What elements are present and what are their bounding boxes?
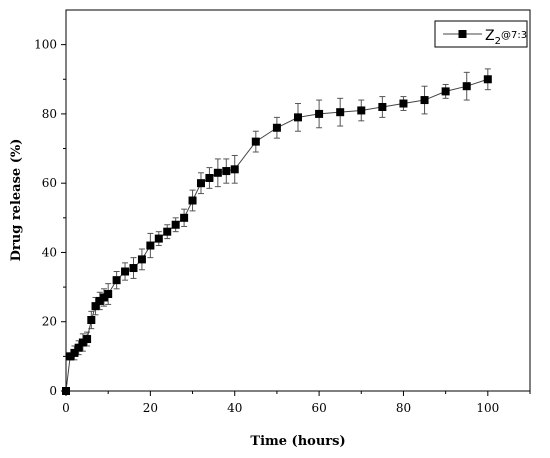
data-point	[112, 276, 121, 285]
data-point	[336, 108, 345, 117]
y-tick-label: 40	[42, 245, 57, 259]
data-point	[357, 106, 366, 115]
y-tick-label: 60	[42, 176, 57, 190]
data-point	[230, 165, 239, 174]
y-tick-label: 0	[49, 384, 57, 398]
legend: Z2@7:3	[434, 20, 528, 48]
data-point	[78, 338, 87, 347]
data-point	[378, 102, 387, 111]
x-tick-label: 0	[62, 401, 70, 415]
y-tick-label: 20	[42, 315, 57, 329]
data-point	[251, 137, 260, 146]
data-point	[483, 75, 492, 84]
data-point	[70, 348, 79, 357]
legend-label-main: Z	[485, 28, 495, 44]
x-tick-label: 40	[227, 401, 242, 415]
data-point	[441, 87, 450, 96]
legend-label: Z2@7:3	[485, 28, 527, 47]
data-point	[129, 264, 138, 273]
data-point	[462, 82, 471, 91]
y-axis-title: Drug release (%)	[9, 139, 24, 262]
x-tick-label: 100	[476, 401, 499, 415]
data-point	[294, 113, 302, 122]
data-point	[420, 96, 429, 105]
data-point	[74, 343, 83, 352]
x-axis: 0 20 40 60 80 100	[62, 391, 531, 415]
legend-label-sub: 2	[495, 36, 501, 47]
data-point	[399, 99, 408, 108]
data-point	[91, 302, 100, 311]
legend-label-rest: @7:3	[501, 30, 527, 41]
data-point	[196, 179, 205, 188]
data-point	[87, 315, 96, 324]
data-point	[222, 167, 231, 176]
error-bars	[67, 68, 491, 361]
data-point	[163, 227, 172, 236]
legend-marker	[458, 30, 467, 38]
y-axis: 0 20 40 60 80 100	[34, 38, 66, 398]
data-point	[146, 241, 155, 250]
data-point	[171, 220, 180, 229]
data-point	[62, 387, 70, 395]
data-markers	[62, 75, 492, 395]
plot-frame	[65, 9, 531, 392]
data-point	[180, 213, 189, 222]
y-tick-label: 80	[42, 107, 57, 121]
data-point	[137, 255, 146, 264]
data-point	[188, 196, 197, 205]
x-tick-label: 20	[143, 401, 158, 415]
data-point	[205, 173, 214, 182]
data-point	[104, 290, 113, 299]
data-point	[95, 296, 104, 305]
data-point	[213, 168, 222, 177]
data-point	[154, 234, 163, 243]
data-point	[99, 293, 108, 302]
data-point	[121, 267, 130, 276]
x-tick-label: 80	[396, 401, 411, 415]
y-tick-label: 100	[34, 38, 57, 52]
x-tick-label: 60	[311, 401, 326, 415]
data-point	[83, 335, 92, 344]
data-point	[66, 352, 75, 361]
data-point	[315, 109, 324, 118]
data-point	[272, 123, 281, 132]
x-axis-title: Time (hours)	[250, 434, 345, 449]
